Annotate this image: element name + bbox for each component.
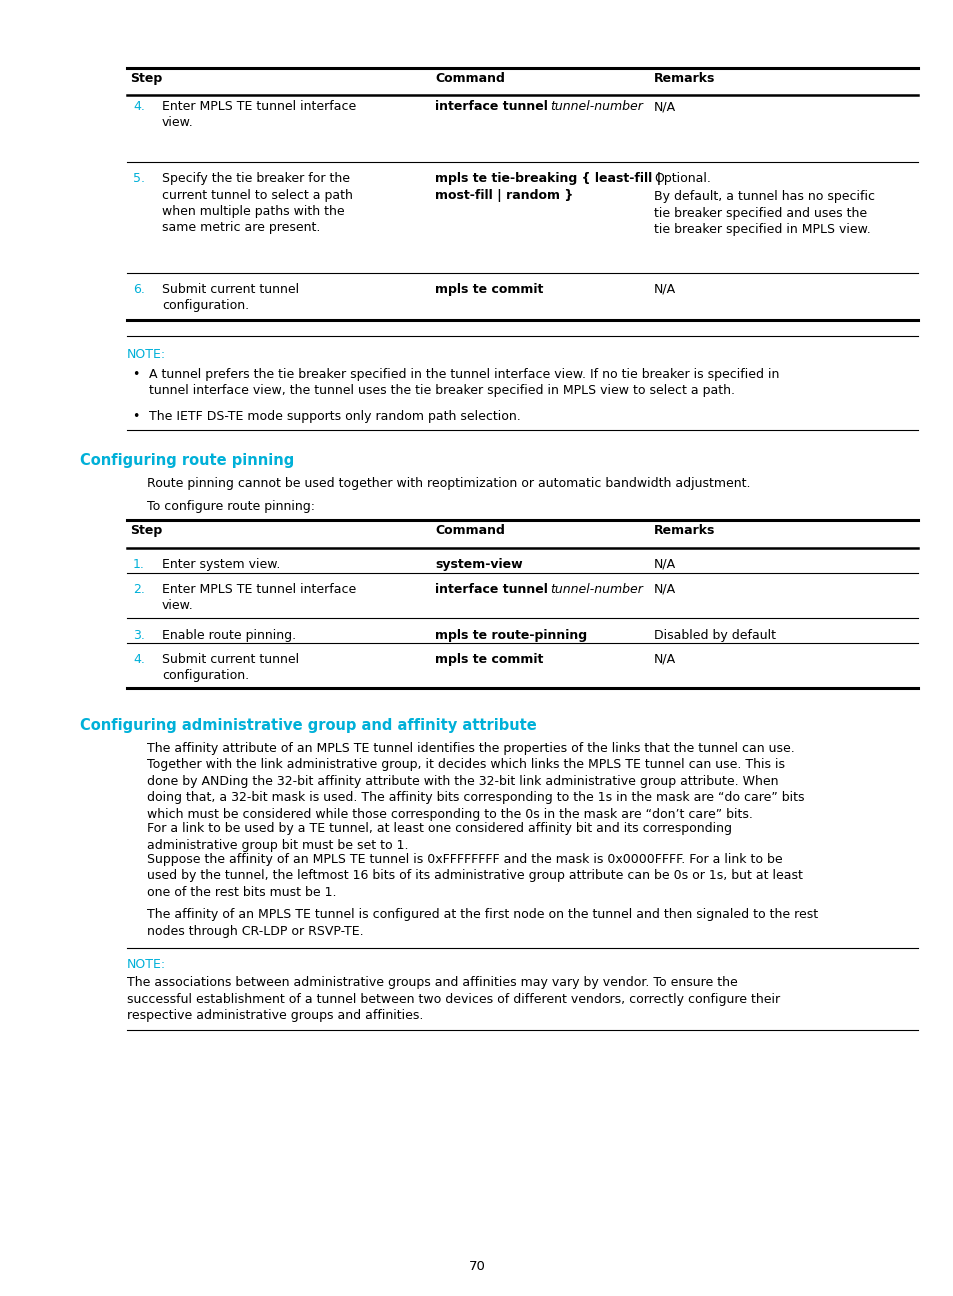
Text: tunnel-number: tunnel-number xyxy=(550,583,642,596)
Text: Configuring route pinning: Configuring route pinning xyxy=(80,454,294,468)
Text: Enter MPLS TE tunnel interface
view.: Enter MPLS TE tunnel interface view. xyxy=(162,583,355,613)
Text: Enter system view.: Enter system view. xyxy=(162,559,280,572)
Text: Specify the tie breaker for the
current tunnel to select a path
when multiple pa: Specify the tie breaker for the current … xyxy=(162,172,353,235)
Text: mpls te commit: mpls te commit xyxy=(435,653,543,666)
Text: N/A: N/A xyxy=(654,583,676,596)
Text: Command: Command xyxy=(435,524,504,537)
Text: Configuring administrative group and affinity attribute: Configuring administrative group and aff… xyxy=(80,718,537,734)
Text: Suppose the affinity of an MPLS TE tunnel is 0xFFFFFFFF and the mask is 0x0000FF: Suppose the affinity of an MPLS TE tunne… xyxy=(147,853,802,899)
Text: Remarks: Remarks xyxy=(654,73,715,86)
Text: Optional.: Optional. xyxy=(654,172,710,185)
Text: NOTE:: NOTE: xyxy=(127,958,166,971)
Text: tunnel-number: tunnel-number xyxy=(550,100,642,113)
Text: 2.: 2. xyxy=(132,583,145,596)
Text: Disabled by default: Disabled by default xyxy=(654,629,775,642)
Text: Enable route pinning.: Enable route pinning. xyxy=(162,629,295,642)
Text: Remarks: Remarks xyxy=(654,524,715,537)
Text: •: • xyxy=(132,368,139,381)
Text: 3.: 3. xyxy=(132,629,145,642)
Text: •: • xyxy=(132,410,139,422)
Text: N/A: N/A xyxy=(654,283,676,295)
Text: Command: Command xyxy=(435,73,504,86)
Text: mpls te route-pinning: mpls te route-pinning xyxy=(435,629,586,642)
Text: Step: Step xyxy=(130,73,162,86)
Text: A tunnel prefers the tie breaker specified in the tunnel interface view. If no t: A tunnel prefers the tie breaker specifi… xyxy=(149,368,779,398)
Text: The affinity attribute of an MPLS TE tunnel identifies the properties of the lin: The affinity attribute of an MPLS TE tun… xyxy=(147,743,803,820)
Text: By default, a tunnel has no specific
tie breaker specified and uses the
tie brea: By default, a tunnel has no specific tie… xyxy=(654,191,874,236)
Text: interface tunnel: interface tunnel xyxy=(435,583,552,596)
Text: Submit current tunnel
configuration.: Submit current tunnel configuration. xyxy=(162,283,299,312)
Text: For a link to be used by a TE tunnel, at least one considered affinity bit and i: For a link to be used by a TE tunnel, at… xyxy=(147,822,731,851)
Text: mpls te commit: mpls te commit xyxy=(435,283,543,295)
Text: To configure route pinning:: To configure route pinning: xyxy=(147,500,314,513)
Text: Route pinning cannot be used together with reoptimization or automatic bandwidth: Route pinning cannot be used together wi… xyxy=(147,477,750,490)
Text: NOTE:: NOTE: xyxy=(127,349,166,362)
Text: The associations between administrative groups and affinities may vary by vendor: The associations between administrative … xyxy=(127,976,780,1023)
Text: 4.: 4. xyxy=(132,100,145,113)
Text: 1.: 1. xyxy=(132,559,145,572)
Text: Enter MPLS TE tunnel interface
view.: Enter MPLS TE tunnel interface view. xyxy=(162,100,355,130)
Text: The affinity of an MPLS TE tunnel is configured at the first node on the tunnel : The affinity of an MPLS TE tunnel is con… xyxy=(147,908,818,937)
Text: Step: Step xyxy=(130,524,162,537)
Text: interface tunnel: interface tunnel xyxy=(435,100,552,113)
Text: 6.: 6. xyxy=(132,283,145,295)
Text: N/A: N/A xyxy=(654,100,676,113)
Text: system-view: system-view xyxy=(435,559,522,572)
Text: The IETF DS-TE mode supports only random path selection.: The IETF DS-TE mode supports only random… xyxy=(149,410,520,422)
Text: 4.: 4. xyxy=(132,653,145,666)
Text: mpls te tie-breaking { least-fill |
most-fill | random }: mpls te tie-breaking { least-fill | most… xyxy=(435,172,660,201)
Text: 5.: 5. xyxy=(132,172,145,185)
Text: N/A: N/A xyxy=(654,559,676,572)
Text: N/A: N/A xyxy=(654,653,676,666)
Text: 70: 70 xyxy=(468,1260,485,1273)
Text: Submit current tunnel
configuration.: Submit current tunnel configuration. xyxy=(162,653,299,683)
